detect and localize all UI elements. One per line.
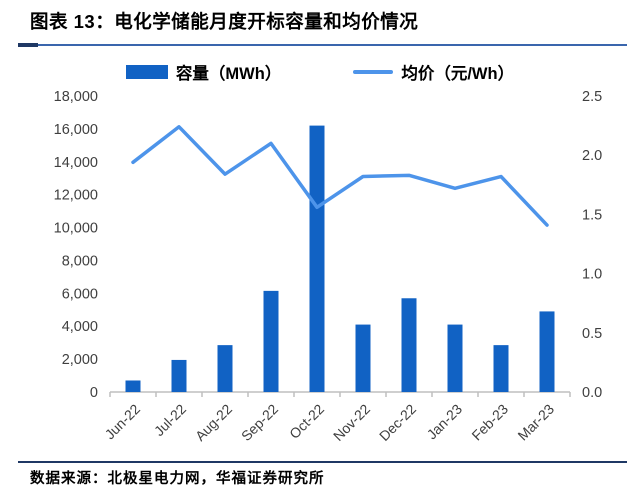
x-axis-category-label: Jan-23 [424, 401, 466, 443]
bar-Feb-23 [493, 345, 509, 392]
left-axis-tick-label: 12,000 [54, 188, 98, 204]
legend-label-price: 均价（元/Wh） [401, 65, 515, 83]
x-axis-category-label: Dec-22 [376, 401, 419, 444]
bar-Oct-22 [309, 125, 325, 392]
left-axis-tick-label: 4,000 [62, 319, 98, 335]
x-axis-category-label: Jul-22 [151, 401, 189, 439]
right-axis-tick-label: 2.0 [582, 148, 602, 164]
combo-chart-plot: 0 2,000 4,000 6,000 8,000 10,000 12,000 14,000 1… [54, 89, 603, 444]
left-axis-tick-label: 14,000 [54, 155, 98, 171]
x-axis-category-label: Feb-23 [468, 401, 511, 444]
x-axis-category-label: Nov-22 [330, 401, 373, 444]
legend-label-capacity: 容量（MWh） [175, 65, 282, 83]
chart-legend: 容量（MWh） 均价（元/Wh） [0, 58, 640, 86]
price-line-series [131, 125, 549, 227]
left-axis-tick-label: 10,000 [54, 221, 98, 237]
footer-divider [18, 461, 627, 463]
left-axis-tick-label: 0 [90, 385, 98, 401]
title-divider-accent [18, 43, 38, 47]
right-axis-tick-label: 1.0 [582, 267, 602, 283]
right-axis-tick-label: 0.0 [582, 385, 602, 401]
data-source-note: 数据来源：北极星电力网，华福证券研究所 [30, 471, 325, 487]
bar-Jan-23 [447, 324, 463, 392]
right-axis-tick-label: 2.5 [582, 89, 602, 105]
x-axis-category-label: Aug-22 [192, 401, 235, 444]
figure-title: 图表 13：电化学储能月度开标容量和均价情况 [30, 11, 419, 32]
bar-series-swatch [125, 65, 168, 79]
left-axis-tick-label: 8,000 [62, 253, 98, 269]
bar-Mar-23 [539, 311, 555, 392]
left-axis-tick-label: 16,000 [54, 122, 98, 138]
left-axis-tick-label: 6,000 [62, 286, 98, 302]
x-axis-category-label: Oct-22 [286, 401, 327, 442]
x-axis-category-label: Jun-22 [102, 401, 144, 443]
legend-item-price: 均价（元/Wh） [353, 60, 514, 84]
line-series-swatch [353, 70, 394, 74]
bar-Aug-22 [217, 345, 233, 392]
bar-Jun-22 [125, 380, 141, 392]
bar-Dec-22 [401, 298, 417, 392]
left-axis-tick-label: 18,000 [54, 89, 98, 105]
x-axis-category-label: Sep-22 [238, 401, 281, 444]
title-divider [18, 43, 627, 47]
bar-Nov-22 [355, 324, 371, 392]
x-axis-category-label: Mar-23 [514, 401, 557, 444]
legend-item-capacity: 容量（MWh） [125, 60, 282, 84]
right-axis-tick-label: 0.5 [582, 326, 602, 342]
right-axis-tick-label: 1.5 [582, 207, 602, 223]
bar-Jul-22 [171, 359, 187, 392]
bar-Sep-22 [263, 290, 279, 392]
left-axis-tick-label: 2,000 [62, 352, 98, 368]
